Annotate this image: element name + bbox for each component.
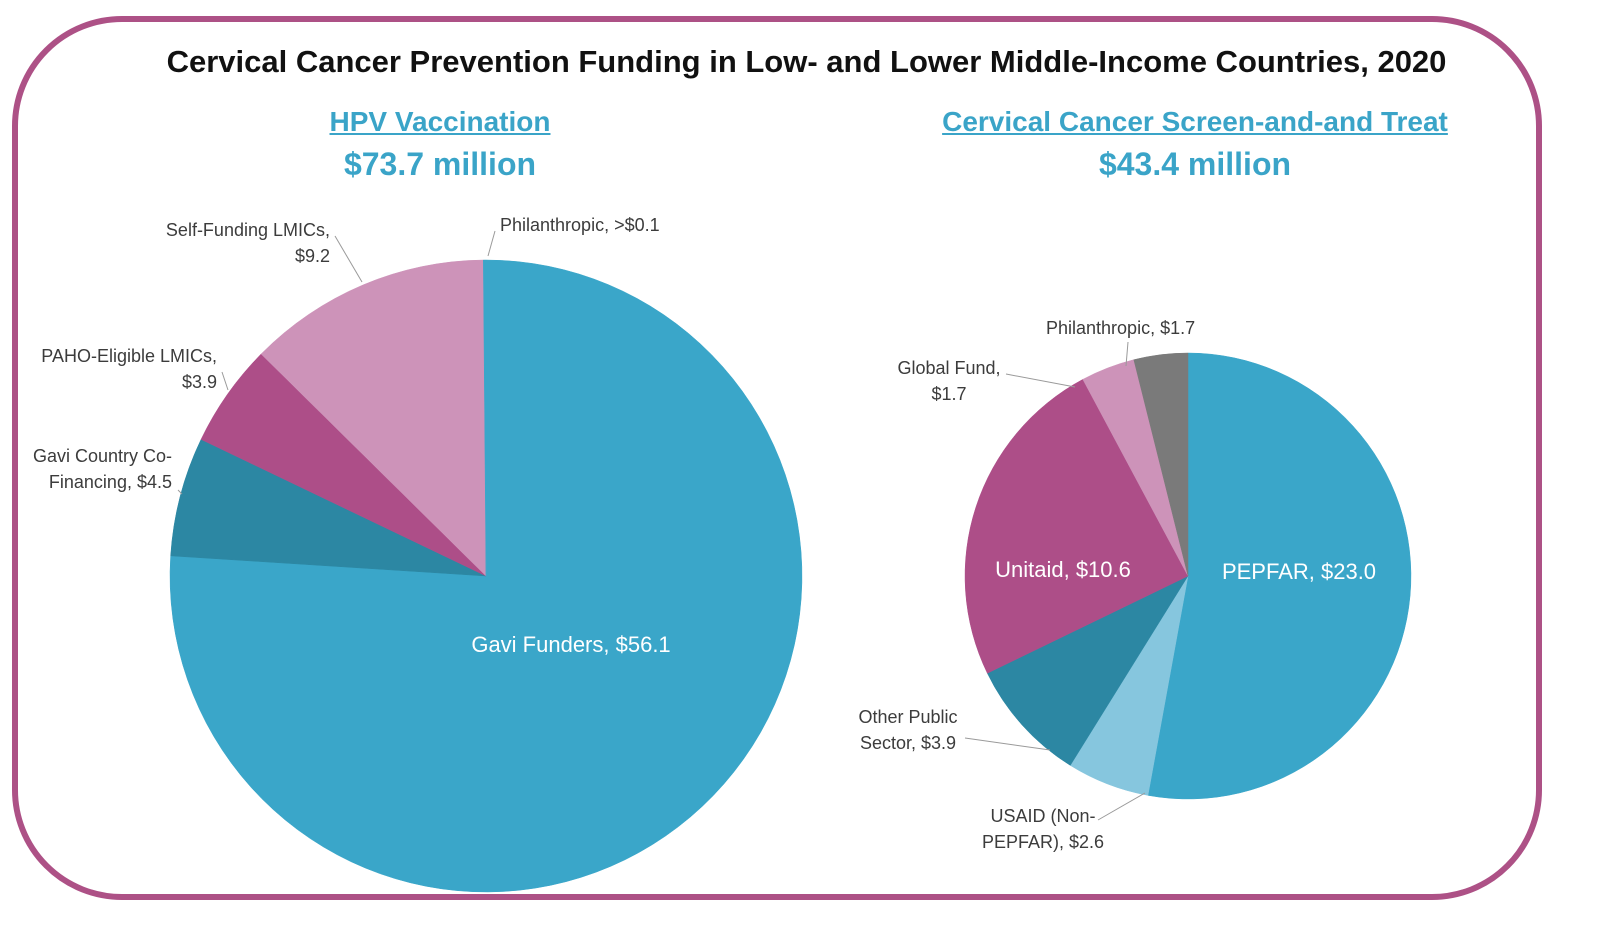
screen-treat-leader-1 (1097, 792, 1146, 821)
hpv-chart-total: $73.7 million (343, 146, 537, 182)
screen-treat-slice-label-5: Philanthropic, $1.7 (1046, 318, 1195, 338)
hpv-slice-3 (260, 259, 487, 577)
hpv-leader-4 (487, 230, 496, 257)
hpv-slice-label-1: Gavi Country Co-Financing, $4.5 (33, 446, 172, 492)
screen-treat-slice-2 (986, 575, 1189, 766)
hpv-slice-1 (170, 439, 487, 577)
hpv-slice-label-0: Gavi Funders, $56.1 (471, 632, 670, 657)
screen-treat-slice-label-2: Other Public Sector, $3.9 (858, 707, 957, 753)
hpv-leader-3 (334, 235, 363, 283)
hpv-slice-4 (483, 259, 487, 577)
hpv-leader-1 (177, 489, 183, 495)
screen-treat-leader-5 (1125, 341, 1129, 367)
screen-treat-chart-total: $43.4 million (1098, 146, 1292, 182)
hpv-leader-2 (221, 371, 229, 391)
screen-treat-pie: PEPFAR, $23.0 USAID (Non-PEPFAR), $2.6 Oth… (858, 318, 1412, 852)
screen-treat-slice-label-0: PEPFAR, $23.0 (1222, 559, 1376, 584)
screen-treat-slice-label-4: Global Fund, $1.7 (897, 358, 1000, 404)
hpv-chart-title: HPV Vaccination (329, 106, 551, 137)
screen-treat-slice-0 (1147, 352, 1412, 800)
screen-treat-slice-label-1: USAID (Non-PEPFAR), $2.6 (982, 806, 1104, 852)
hpv-slice-0 (169, 259, 803, 893)
screen-treat-chart-title: Cervical Cancer Screen-and-and Treat (942, 106, 1448, 137)
screen-treat-slice-5 (1133, 352, 1189, 577)
hpv-slice-label-2: PAHO-Eligible LMICs, $3.9 (41, 346, 217, 392)
main-title: Cervical Cancer Prevention Funding in Lo… (166, 44, 1447, 79)
rounded-frame (12, 16, 1542, 900)
screen-treat-leader-2 (964, 737, 1051, 751)
screen-treat-slice-3 (964, 379, 1189, 674)
screen-treat-leader-4 (1005, 373, 1076, 388)
hpv-slice-label-4: Philanthropic, >$0.1 (500, 215, 660, 235)
hpv-pie: Gavi Funders, $56.1 Gavi Country Co-Finan… (33, 215, 803, 893)
hpv-slice-label-3: Self-Funding LMICs, $9.2 (166, 220, 330, 266)
screen-treat-slice-label-3: Unitaid, $10.6 (995, 557, 1131, 582)
